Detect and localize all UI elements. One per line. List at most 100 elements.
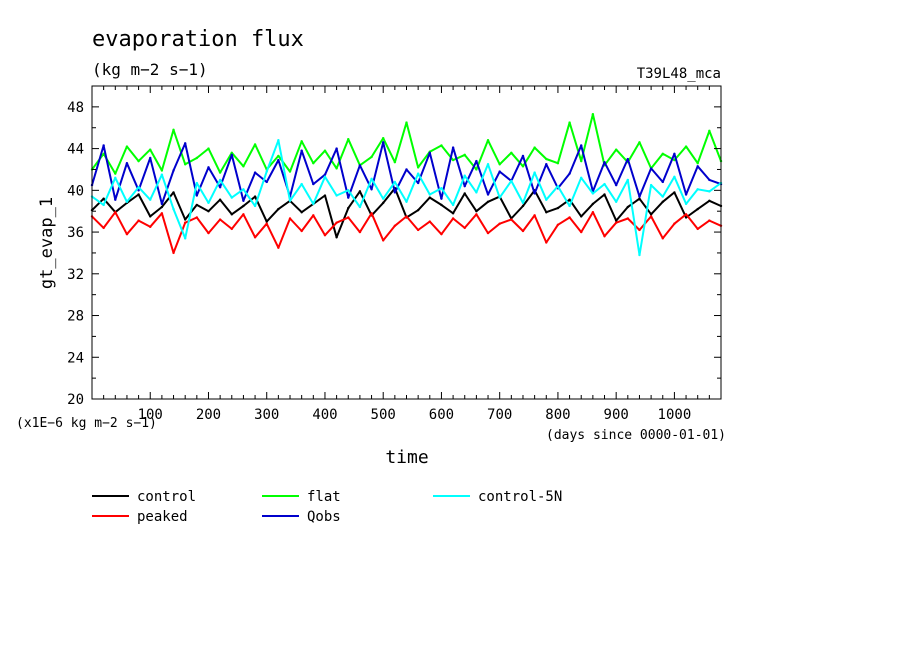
- data-point-peaked: [230, 227, 233, 231]
- data-point-flat: [684, 145, 688, 148]
- data-point-control-5n: [708, 190, 711, 193]
- data-point-qobs: [649, 167, 653, 170]
- series-peaked: [90, 211, 723, 255]
- y-tick-label: 44: [67, 142, 84, 158]
- data-point-qobs: [102, 144, 105, 147]
- data-point-control: [673, 191, 676, 194]
- data-point-flat: [405, 121, 408, 124]
- data-point-peaked: [649, 215, 653, 218]
- data-point-qobs: [533, 192, 536, 195]
- data-point-flat: [160, 169, 164, 172]
- data-point-peaked: [626, 217, 630, 220]
- data-point-control-5n: [486, 163, 490, 166]
- data-point-control-5n: [183, 237, 187, 240]
- data-point-peaked: [661, 237, 664, 240]
- x-tick-label: 600: [429, 407, 454, 423]
- data-point-peaked: [440, 232, 443, 236]
- data-point-flat: [242, 165, 245, 168]
- plot-frame: [91, 85, 722, 400]
- data-point-peaked: [347, 216, 350, 219]
- data-point-control: [300, 211, 303, 214]
- data-point-control-5n: [312, 202, 315, 206]
- data-point-qobs: [265, 180, 268, 184]
- data-point-flat: [312, 162, 315, 165]
- data-point-peaked: [288, 217, 292, 220]
- data-point-qobs: [253, 171, 257, 174]
- data-point-control: [172, 191, 175, 194]
- data-point-peaked: [137, 219, 140, 222]
- data-point-control: [195, 203, 199, 207]
- series-qobs: [90, 141, 723, 206]
- data-point-flat: [288, 170, 292, 173]
- data-point-control: [242, 204, 245, 208]
- y-tick-label: 36: [67, 225, 84, 241]
- x-tick-label: 300: [254, 407, 279, 423]
- y-tick-label: 40: [67, 183, 84, 199]
- data-point-control: [696, 207, 699, 211]
- data-point-peaked: [463, 226, 466, 230]
- data-point-flat: [638, 141, 641, 144]
- data-point-peaked: [684, 213, 688, 216]
- data-point-flat: [475, 168, 478, 171]
- data-point-peaked: [183, 221, 187, 224]
- data-point-qobs: [626, 157, 630, 161]
- data-point-control: [708, 199, 711, 202]
- data-point-control: [428, 196, 431, 199]
- data-point-flat: [382, 136, 385, 140]
- data-point-control-5n: [323, 175, 327, 178]
- data-point-control-5n: [265, 170, 268, 173]
- data-point-control-5n: [160, 173, 164, 176]
- data-point-flat: [183, 163, 187, 166]
- data-point-flat: [521, 165, 525, 168]
- data-point-control: [265, 220, 268, 223]
- data-point-qobs: [486, 193, 490, 196]
- data-point-flat: [393, 160, 397, 164]
- data-point-control-5n: [125, 200, 129, 204]
- data-point-qobs: [242, 199, 245, 202]
- data-point-control-5n: [626, 178, 630, 182]
- legend-label: control-5N: [478, 489, 562, 505]
- data-point-peaked: [382, 239, 385, 242]
- data-point-control-5n: [149, 198, 152, 201]
- data-point-qobs: [195, 194, 199, 197]
- data-point-flat: [149, 148, 152, 151]
- data-point-peaked: [195, 216, 199, 219]
- data-point-peaked: [416, 228, 420, 232]
- data-point-control-5n: [393, 180, 397, 184]
- data-point-peaked: [533, 214, 536, 217]
- data-point-qobs: [172, 169, 175, 172]
- data-point-peaked: [498, 222, 501, 225]
- data-point-control: [253, 195, 257, 198]
- data-point-qobs: [160, 202, 164, 206]
- data-point-control-5n: [440, 187, 443, 190]
- data-point-qobs: [428, 151, 431, 154]
- legend-item-control-5n: control-5N: [433, 489, 562, 505]
- data-point-control: [347, 206, 350, 210]
- data-point-control-5n: [207, 201, 210, 205]
- data-point-control-5n: [673, 175, 676, 178]
- data-point-control-5n: [661, 195, 664, 198]
- data-point-control: [149, 215, 152, 218]
- data-point-peaked: [696, 227, 699, 231]
- data-point-control: [545, 211, 548, 214]
- data-point-flat: [323, 149, 327, 152]
- data-point-qobs: [673, 152, 676, 156]
- data-point-flat: [708, 129, 711, 133]
- run-label: T39L48_mca: [637, 66, 721, 82]
- data-point-qobs: [521, 154, 525, 158]
- data-point-control: [475, 210, 478, 213]
- data-point-flat: [545, 157, 548, 161]
- x-tick-label: 1000: [658, 407, 692, 423]
- data-point-peaked: [358, 230, 362, 234]
- data-point-flat: [253, 143, 257, 146]
- data-point-flat: [498, 163, 501, 166]
- data-point-peaked: [207, 231, 210, 235]
- data-point-peaked: [323, 233, 327, 237]
- data-point-flat: [207, 147, 210, 150]
- data-point-peaked: [603, 235, 606, 238]
- data-point-peaked: [475, 213, 478, 216]
- chart-title: evaporation flux: [92, 27, 304, 52]
- x-tick-label: 500: [371, 407, 396, 423]
